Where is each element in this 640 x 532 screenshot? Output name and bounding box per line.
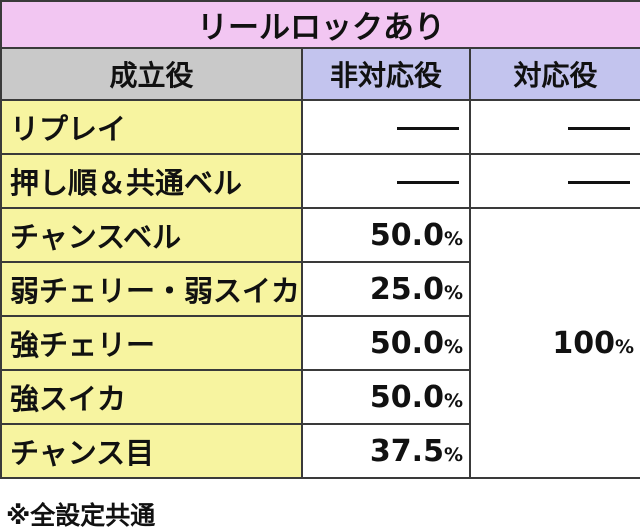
table-row: チャンス目 37.5%	[0, 423, 640, 479]
reel-lock-table: リールロックあり 成立役 非対応役 対応役 リプレイ 押し順＆共通ベル チャンス…	[0, 0, 640, 479]
percent-sign: %	[443, 443, 463, 466]
header-corresponding: 対応役	[468, 47, 640, 101]
table-row: 強スイカ 50.0%	[0, 369, 640, 425]
non-corresponding-value: 50.0%	[301, 369, 471, 425]
value-number: 100	[552, 325, 615, 361]
percent-sign: %	[614, 335, 635, 358]
value-number: 50.0	[369, 325, 444, 361]
header-role: 成立役	[0, 47, 303, 101]
table-row: 押し順＆共通ベル	[0, 153, 640, 209]
row-label: 押し順＆共通ベル	[0, 153, 303, 209]
table-row: 強チェリー 50.0%	[0, 315, 640, 371]
value-number: 50.0	[369, 379, 444, 415]
non-corresponding-value: 50.0%	[301, 207, 471, 263]
non-corresponding-value: 37.5%	[301, 423, 471, 479]
header-non-corresponding: 非対応役	[301, 47, 471, 101]
table-row: リプレイ	[0, 99, 640, 155]
value-number: 50.0	[369, 217, 444, 253]
row-label: リプレイ	[0, 99, 303, 155]
row-label: チャンスベル	[0, 207, 303, 263]
percent-sign: %	[443, 335, 463, 358]
row-label: 弱チェリー・弱スイカ	[0, 261, 303, 317]
footnote: ※全設定共通	[6, 501, 156, 530]
dash-mark	[397, 126, 459, 130]
non-corresponding-value	[301, 153, 471, 209]
percent-sign: %	[443, 227, 463, 250]
corresponding-value	[468, 99, 640, 155]
percent-sign: %	[443, 281, 463, 304]
corresponding-value	[468, 153, 640, 209]
table-row: 弱チェリー・弱スイカ 25.0%	[0, 261, 640, 317]
percent-sign: %	[443, 389, 463, 412]
dash-mark	[568, 126, 631, 130]
value-number: 25.0	[369, 271, 444, 307]
table-title: リールロックあり	[0, 0, 640, 49]
row-label: チャンス目	[0, 423, 303, 479]
table-row: チャンスベル 50.0% 100%	[0, 207, 640, 479]
value-number: 37.5	[369, 433, 444, 469]
row-label: 強チェリー	[0, 315, 303, 371]
dash-mark	[568, 180, 631, 184]
non-corresponding-value	[301, 99, 471, 155]
non-corresponding-value: 25.0%	[301, 261, 471, 317]
non-corresponding-value: 50.0%	[301, 315, 471, 371]
row-label: 強スイカ	[0, 369, 303, 425]
dash-mark	[397, 180, 459, 184]
corresponding-merged-value: 100%	[468, 207, 640, 479]
